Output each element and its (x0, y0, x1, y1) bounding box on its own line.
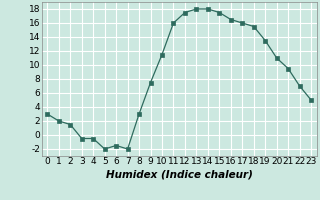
X-axis label: Humidex (Indice chaleur): Humidex (Indice chaleur) (106, 169, 252, 179)
